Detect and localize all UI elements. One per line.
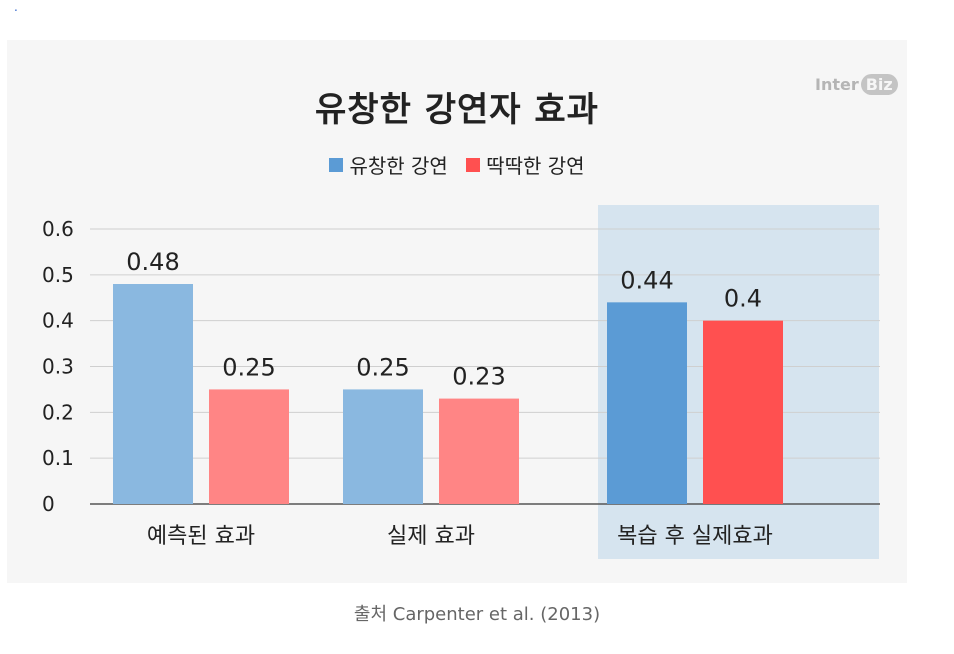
x-tick-label: 복습 후 실제효과 <box>617 524 773 549</box>
bar <box>113 284 193 504</box>
bar <box>439 398 519 504</box>
data-label: 0.23 <box>452 363 505 391</box>
data-label: 0.4 <box>724 285 762 313</box>
y-tick-label: 0.2 <box>42 400 74 424</box>
logo-text-biz: Biz <box>860 74 898 95</box>
legend-label-stiff: 딱딱한 강연 <box>486 154 585 178</box>
y-tick-label: 0.5 <box>42 263 74 287</box>
corner-mark: . <box>14 0 18 14</box>
y-tick-label: 0.4 <box>42 309 74 333</box>
bar <box>343 389 423 504</box>
bar <box>703 320 783 504</box>
y-tick-label: 0.1 <box>42 446 74 470</box>
data-label: 0.48 <box>126 248 179 276</box>
logo-text-inter: Inter <box>815 75 859 94</box>
source-caption: 출처 Carpenter et al. (2013) <box>353 604 601 625</box>
y-tick-label: 0.6 <box>42 217 74 241</box>
bar <box>209 389 289 504</box>
interbiz-logo: Inter Biz <box>815 74 898 95</box>
chart-panel: 0 0.1 0.2 0.3 0.4 0.5 0.6 0.48 0.25 예측된 효과 0.25 0.2… <box>7 40 907 583</box>
chart-legend: 유창한 강연 딱딱한 강연 <box>7 150 907 179</box>
x-tick-label: 예측된 효과 <box>147 524 255 549</box>
bar-chart: 0 0.1 0.2 0.3 0.4 0.5 0.6 0.48 0.25 예측된 효과 0.25 0.2… <box>42 205 880 559</box>
legend-label-fluent: 유창한 강연 <box>349 154 448 178</box>
bar <box>607 302 687 504</box>
chart-title: 유창한 강연자 효과 <box>315 90 599 130</box>
legend-item-stiff: 딱딱한 강연 <box>466 150 585 179</box>
legend-swatch-fluent <box>329 157 344 172</box>
data-label: 0.25 <box>356 353 409 381</box>
y-tick-label: 0 <box>42 492 55 516</box>
y-tick-label: 0.3 <box>42 355 74 379</box>
legend-item-fluent: 유창한 강연 <box>329 150 448 179</box>
legend-swatch-stiff <box>466 157 481 172</box>
data-label: 0.25 <box>222 353 275 381</box>
x-tick-label: 실제 효과 <box>387 524 475 549</box>
data-label: 0.44 <box>620 266 673 294</box>
